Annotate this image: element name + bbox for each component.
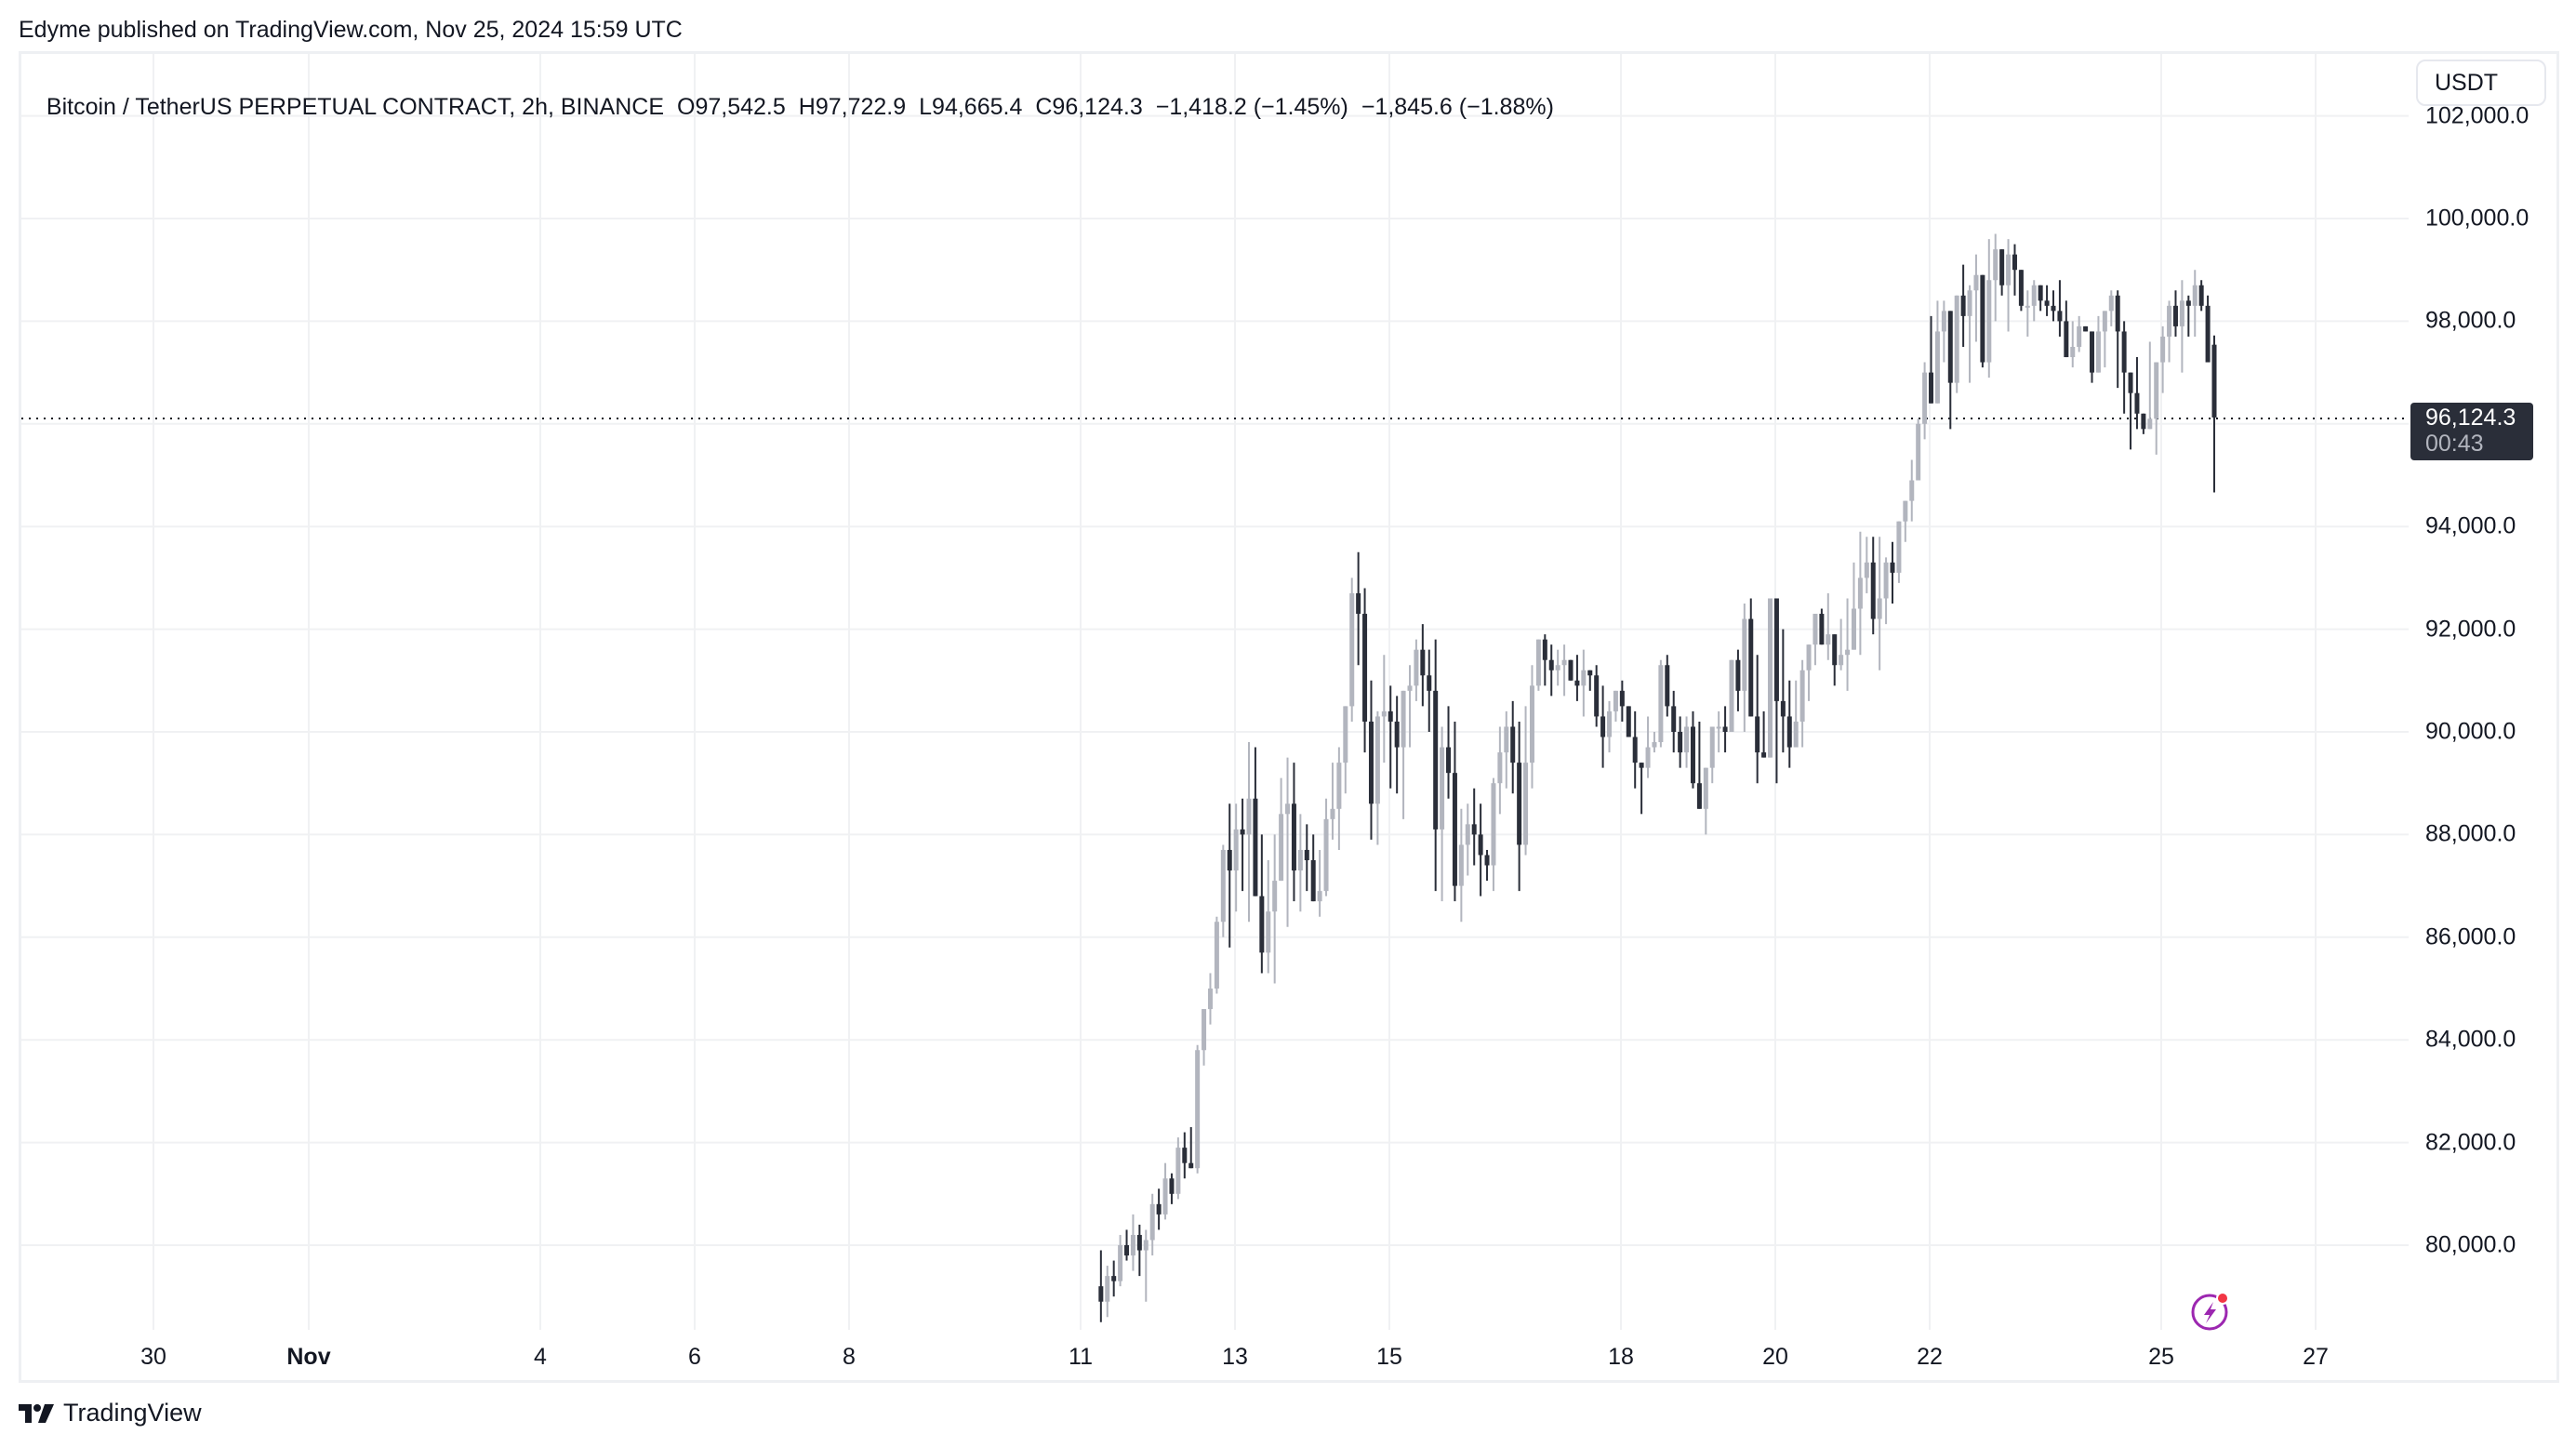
lightning-bolt-icon[interactable]	[2188, 1287, 2235, 1338]
price-tick-label: 84,000.0	[2425, 1026, 2516, 1053]
last-price-label: 96,124.3 00:43	[2410, 403, 2533, 460]
time-tick-label: 13	[1222, 1344, 1248, 1370]
price-tick-label: 80,000.0	[2425, 1231, 2516, 1258]
ohlc-change: −1,418.2 (−1.45%)	[1155, 94, 1348, 120]
time-tick-label: 15	[1376, 1344, 1402, 1370]
time-tick-label: 11	[1069, 1344, 1093, 1370]
price-tick-label: 90,000.0	[2425, 718, 2516, 745]
time-tick-label: 30	[140, 1344, 166, 1370]
time-tick-label: 4	[534, 1344, 547, 1370]
price-tick-label: 92,000.0	[2425, 616, 2516, 643]
currency-button[interactable]: USDT	[2416, 60, 2546, 106]
candles	[1098, 233, 2217, 1322]
price-tick-label: 102,000.0	[2425, 102, 2530, 129]
tradingview-logo[interactable]: TradingView	[19, 1399, 202, 1427]
price-tick-label: 98,000.0	[2425, 307, 2516, 334]
chart-frame[interactable]	[19, 51, 2559, 1383]
time-tick-label: 20	[1762, 1344, 1788, 1370]
bar-countdown: 00:43	[2425, 431, 2484, 457]
chart-grid	[21, 54, 2409, 1330]
ohlc-low: L94,665.4	[919, 94, 1023, 120]
time-tick-label: 27	[2303, 1344, 2329, 1370]
time-tick-label: 8	[843, 1344, 856, 1370]
symbol-title[interactable]: Bitcoin / TetherUS PERPETUAL CONTRACT, 2…	[46, 94, 664, 120]
time-tick-label: 25	[2148, 1344, 2174, 1370]
price-tick-label: 86,000.0	[2425, 923, 2516, 950]
symbol-legend[interactable]: Bitcoin / TetherUS PERPETUAL CONTRACT, 2…	[33, 67, 1567, 121]
published-info: Edyme published on TradingView.com, Nov …	[19, 17, 683, 43]
ohlc-close: C96,124.3	[1035, 94, 1143, 120]
time-tick-label: Nov	[286, 1344, 331, 1370]
time-tick-label: 22	[1917, 1344, 1943, 1370]
ohlc-open: O97,542.5	[677, 94, 786, 120]
time-tick-label: 6	[688, 1344, 701, 1370]
ohlc-change-secondary: −1,845.6 (−1.88%)	[1361, 94, 1554, 120]
ohlc-high: H97,722.9	[798, 94, 907, 120]
price-tick-label: 94,000.0	[2425, 512, 2516, 539]
time-tick-label: 18	[1608, 1344, 1634, 1370]
price-tick-label: 100,000.0	[2425, 205, 2530, 232]
tradingview-logo-icon	[19, 1403, 54, 1423]
tradingview-brand: TradingView	[63, 1399, 202, 1427]
price-tick-label: 82,000.0	[2425, 1129, 2516, 1156]
last-price-value: 96,124.3	[2425, 405, 2516, 431]
price-tick-label: 88,000.0	[2425, 820, 2516, 847]
